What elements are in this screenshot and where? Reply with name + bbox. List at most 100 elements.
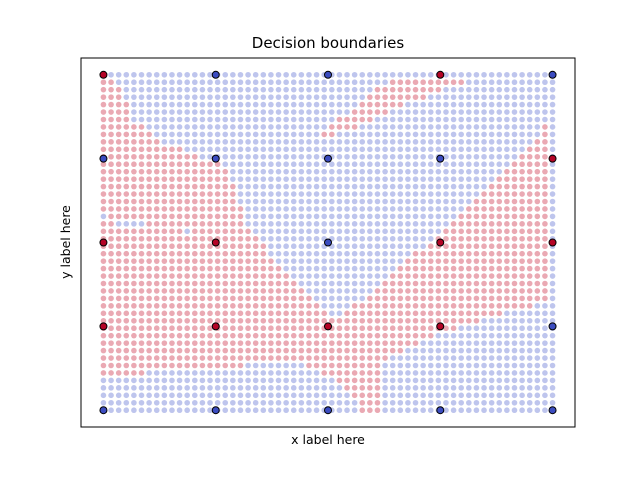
decision-grid-point	[100, 168, 107, 175]
decision-grid-point	[100, 213, 107, 220]
decision-grid-point	[511, 303, 518, 309]
decision-grid-point	[199, 131, 206, 138]
decision-grid-point	[138, 295, 145, 302]
decision-grid-point	[245, 213, 251, 220]
decision-grid-point	[351, 250, 358, 257]
decision-grid-point	[511, 250, 518, 257]
decision-grid-point	[344, 191, 350, 197]
decision-grid-point	[367, 109, 373, 115]
decision-grid-point	[374, 79, 381, 86]
decision-grid-point	[146, 332, 152, 339]
decision-grid-point	[290, 347, 297, 354]
decision-grid-point	[420, 221, 426, 227]
decision-grid-point	[199, 221, 206, 227]
decision-grid-point	[526, 116, 533, 123]
decision-grid-point	[115, 146, 122, 153]
decision-grid-point	[405, 235, 411, 242]
decision-grid-point	[298, 153, 305, 160]
decision-grid-point	[237, 355, 244, 361]
decision-grid-point	[153, 176, 160, 182]
decision-grid-point	[420, 288, 426, 294]
decision-grid-point	[397, 280, 404, 287]
decision-grid-point	[473, 131, 480, 138]
decision-grid-point	[222, 325, 229, 332]
decision-grid-point	[389, 191, 396, 197]
decision-grid-point	[351, 385, 358, 391]
decision-grid-point	[473, 109, 480, 115]
decision-grid-point	[115, 206, 122, 212]
decision-grid-point	[108, 347, 114, 354]
decision-grid-point	[374, 71, 381, 78]
decision-grid-point	[397, 86, 404, 93]
decision-grid-point	[260, 340, 267, 346]
decision-grid-point	[481, 347, 487, 354]
decision-grid-point	[268, 250, 274, 257]
decision-grid-point	[321, 265, 327, 272]
decision-grid-point	[275, 221, 282, 227]
decision-grid-point	[268, 265, 274, 272]
decision-grid-point	[450, 206, 457, 212]
decision-grid-point	[146, 94, 152, 100]
decision-grid-point	[131, 206, 137, 212]
decision-grid-point	[306, 355, 312, 361]
decision-grid-point	[542, 407, 548, 414]
decision-grid-point	[443, 407, 449, 414]
decision-grid-point	[237, 295, 244, 302]
decision-grid-point	[519, 377, 525, 384]
decision-grid-point	[245, 86, 251, 93]
decision-grid-point	[306, 340, 312, 346]
decision-grid-point	[245, 377, 251, 384]
decision-grid-point	[146, 325, 152, 332]
decision-grid-point	[519, 183, 525, 190]
decision-grid-point	[504, 355, 510, 361]
decision-grid-point	[230, 265, 236, 272]
decision-grid-point	[115, 94, 122, 100]
decision-grid-point	[542, 101, 548, 108]
decision-grid-point	[329, 221, 335, 227]
decision-grid-point	[290, 385, 297, 391]
decision-grid-point	[397, 288, 404, 294]
decision-grid-point	[389, 221, 396, 227]
decision-grid-point	[161, 303, 168, 309]
decision-grid-point	[435, 191, 442, 197]
decision-grid-point	[169, 153, 175, 160]
decision-grid-point	[230, 86, 236, 93]
decision-grid-point	[108, 109, 114, 115]
decision-grid-point	[458, 325, 465, 332]
decision-grid-point	[504, 332, 510, 339]
decision-grid-point	[245, 221, 251, 227]
decision-grid-point	[260, 385, 267, 391]
decision-grid-point	[367, 288, 373, 294]
decision-grid-point	[252, 183, 259, 190]
decision-grid-point	[488, 228, 495, 235]
decision-grid-point	[351, 399, 358, 406]
decision-grid-point	[138, 124, 145, 130]
decision-grid-point	[405, 243, 411, 250]
decision-grid-point	[298, 198, 305, 205]
decision-grid-point	[260, 392, 267, 399]
decision-grid-point	[367, 355, 373, 361]
decision-grid-point	[427, 407, 434, 414]
decision-grid-point	[260, 101, 267, 108]
decision-grid-point	[420, 191, 426, 197]
decision-grid-point	[458, 392, 465, 399]
decision-grid-point	[427, 332, 434, 339]
decision-grid-point	[268, 124, 274, 130]
decision-grid-point	[184, 71, 190, 78]
decision-grid-point	[214, 355, 221, 361]
decision-grid-point	[367, 131, 373, 138]
decision-grid-point	[153, 317, 160, 324]
decision-grid-point	[397, 206, 404, 212]
decision-grid-point	[526, 228, 533, 235]
decision-grid-point	[313, 168, 320, 175]
decision-grid-point	[207, 176, 213, 182]
decision-grid-point	[367, 71, 373, 78]
decision-grid-point	[313, 399, 320, 406]
decision-grid-point	[108, 310, 114, 317]
decision-grid-point	[161, 392, 168, 399]
decision-grid-point	[382, 198, 388, 205]
decision-grid-point	[344, 228, 350, 235]
decision-grid-point	[382, 355, 388, 361]
decision-grid-point	[466, 295, 472, 302]
